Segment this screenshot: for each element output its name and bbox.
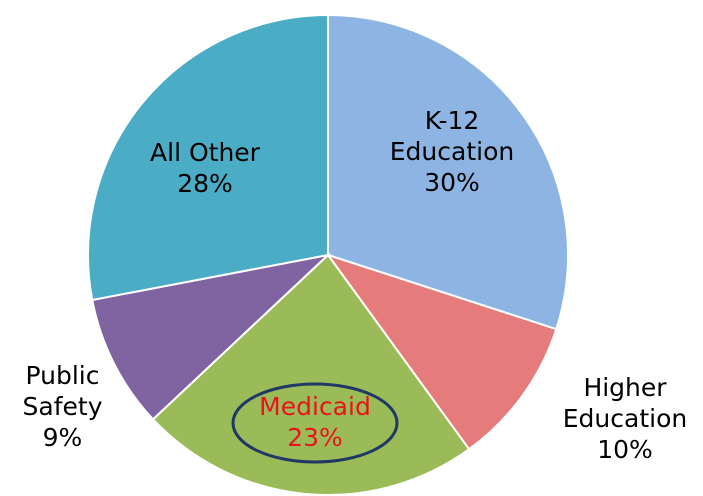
pie-slice xyxy=(151,253,471,496)
category-label: Public Safety xyxy=(22,361,103,421)
pie-slice xyxy=(325,253,558,451)
pie-slice xyxy=(327,13,570,331)
value-label: 28% xyxy=(177,169,233,198)
slice-label: K-12 Education 30% xyxy=(387,105,517,198)
value-label: 10% xyxy=(597,435,653,464)
category-label: Medicaid xyxy=(259,392,371,421)
category-label: K-12 Education xyxy=(389,106,515,166)
slice-label: All Other 28% xyxy=(120,137,290,199)
value-label: 23% xyxy=(287,423,343,452)
slice-label: Public Safety 9% xyxy=(0,360,125,453)
category-label: All Other xyxy=(150,138,260,167)
category-label: Higher Education xyxy=(562,373,688,433)
slice-label: Higher Education 10% xyxy=(560,372,690,465)
pie-slice xyxy=(87,13,329,302)
value-label: 30% xyxy=(424,168,480,197)
highlight-ellipse xyxy=(231,382,399,464)
slice-label: Medicaid 23% xyxy=(235,391,395,453)
pie-slice xyxy=(91,253,332,421)
value-label: 9% xyxy=(42,423,83,452)
